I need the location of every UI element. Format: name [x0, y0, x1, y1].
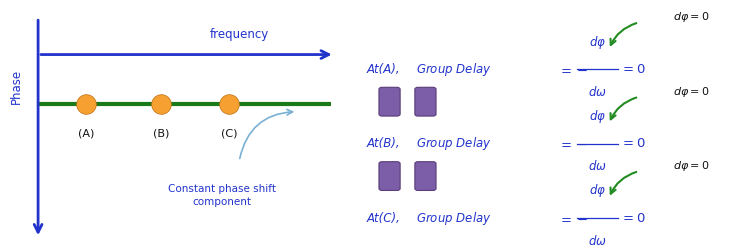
Text: $d\varphi = 0$: $d\varphi = 0$ — [673, 159, 709, 173]
Text: $d\varphi$: $d\varphi$ — [589, 183, 606, 199]
Text: $d\omega$: $d\omega$ — [588, 159, 607, 173]
Point — [223, 102, 235, 106]
Text: $\mathit{Group\ Delay}$: $\mathit{Group\ Delay}$ — [416, 61, 492, 78]
FancyBboxPatch shape — [415, 87, 436, 116]
Text: At(C),: At(C), — [367, 212, 401, 225]
Text: $=-$: $=-$ — [558, 212, 588, 225]
Text: (B): (B) — [153, 129, 169, 139]
Text: $= 0$: $= 0$ — [620, 212, 646, 225]
Text: At(A),: At(A), — [367, 63, 400, 76]
Point — [80, 102, 92, 106]
Text: Phase: Phase — [10, 69, 22, 104]
Text: $d\omega$: $d\omega$ — [588, 234, 607, 248]
Text: (A): (A) — [78, 129, 94, 139]
Text: $d\omega$: $d\omega$ — [588, 85, 607, 99]
Point — [155, 102, 167, 106]
Text: $d\varphi$: $d\varphi$ — [589, 34, 606, 51]
Text: $\mathit{Group\ Delay}$: $\mathit{Group\ Delay}$ — [416, 210, 492, 227]
Text: $=-$: $=-$ — [558, 63, 588, 76]
Text: $d\varphi = 0$: $d\varphi = 0$ — [673, 10, 709, 24]
FancyBboxPatch shape — [379, 87, 400, 116]
Text: Constant phase shift
component: Constant phase shift component — [168, 184, 276, 207]
Text: $= 0$: $= 0$ — [620, 63, 646, 76]
FancyBboxPatch shape — [415, 162, 436, 190]
Text: $d\varphi$: $d\varphi$ — [589, 108, 606, 125]
FancyBboxPatch shape — [379, 162, 400, 190]
Text: $d\varphi = 0$: $d\varphi = 0$ — [673, 85, 709, 99]
Text: $\mathit{Group\ Delay}$: $\mathit{Group\ Delay}$ — [416, 135, 492, 152]
Text: (C): (C) — [221, 129, 237, 139]
Text: $= 0$: $= 0$ — [620, 137, 646, 150]
Text: At(B),: At(B), — [367, 137, 400, 150]
Text: $=-$: $=-$ — [558, 137, 588, 150]
Text: frequency: frequency — [210, 28, 269, 41]
